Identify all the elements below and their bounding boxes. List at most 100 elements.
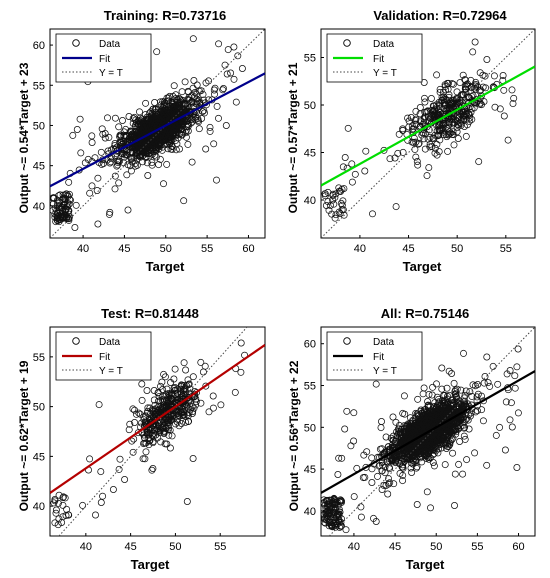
training-legend-marker	[72, 39, 80, 47]
data-point	[451, 470, 459, 478]
data-point	[98, 125, 106, 133]
data-point	[215, 114, 222, 122]
data-point	[392, 439, 400, 447]
data-point	[94, 220, 102, 228]
data-point	[446, 416, 454, 424]
data-point	[375, 462, 383, 470]
data-point	[143, 140, 151, 148]
x-tick-label: 40	[354, 243, 366, 255]
training-panel: Training: R=0.73716 Target Output ~= 0.5…	[17, 8, 266, 274]
data-point	[492, 431, 500, 439]
data-point	[59, 501, 67, 509]
data-point	[144, 404, 152, 412]
test-legend-data: Data	[99, 337, 121, 348]
data-point	[136, 142, 143, 150]
test-identity-line	[58, 327, 248, 536]
data-point	[138, 115, 146, 123]
data-point	[412, 464, 420, 472]
data-point	[230, 43, 238, 51]
data-point	[480, 379, 488, 387]
data-point	[197, 87, 205, 95]
data-point	[161, 373, 169, 381]
data-point	[160, 370, 168, 378]
data-point	[427, 110, 435, 118]
data-point	[431, 106, 439, 114]
data-point	[483, 353, 491, 361]
data-point	[120, 159, 128, 167]
data-point	[489, 362, 497, 370]
data-point	[155, 120, 163, 128]
training-legend-data: Data	[99, 39, 121, 50]
data-point	[336, 210, 344, 217]
data-point	[440, 93, 448, 101]
data-point	[149, 115, 156, 123]
data-point	[433, 151, 441, 159]
data-point	[432, 101, 440, 109]
data-point	[448, 407, 456, 414]
data-point	[121, 476, 129, 483]
x-tick-label: 55	[471, 541, 483, 553]
data-point	[58, 211, 66, 219]
all-plot-area	[321, 327, 535, 536]
data-point	[408, 469, 416, 476]
data-point	[144, 172, 152, 179]
data-point	[450, 426, 458, 434]
data-point	[417, 117, 425, 125]
data-point	[459, 108, 467, 116]
data-point	[421, 98, 429, 106]
data-point	[65, 178, 73, 186]
all-legend-fit: Fit	[373, 352, 384, 363]
data-point	[414, 395, 422, 403]
data-point	[50, 499, 58, 507]
all-legend-data: Data	[373, 337, 395, 348]
data-point	[152, 147, 160, 154]
data-point	[111, 185, 119, 193]
data-point	[154, 110, 162, 118]
data-point	[466, 111, 474, 119]
data-point	[420, 129, 428, 137]
data-point	[449, 80, 457, 88]
data-point	[65, 216, 73, 224]
data-point	[481, 373, 489, 380]
data-point	[141, 439, 149, 447]
x-tick-label: 55	[201, 243, 213, 255]
data-point	[182, 418, 190, 426]
y-tick-label: 60	[33, 40, 45, 52]
data-point	[209, 392, 217, 400]
data-point	[372, 380, 380, 388]
validation-legend-identity: Y = T	[373, 68, 397, 79]
data-point	[400, 392, 408, 400]
data-point	[234, 52, 242, 60]
y-tick-label: 55	[33, 80, 45, 92]
data-point	[160, 127, 168, 135]
data-point	[133, 161, 141, 169]
data-point	[508, 423, 516, 431]
data-point	[324, 512, 332, 519]
data-point	[227, 69, 235, 77]
data-point	[337, 497, 345, 505]
data-point	[149, 105, 157, 113]
data-point	[180, 381, 188, 389]
data-point	[460, 349, 467, 357]
data-point	[157, 403, 165, 411]
data-point	[500, 112, 508, 120]
data-point	[54, 217, 62, 225]
data-point	[61, 211, 69, 219]
data-point	[172, 95, 180, 102]
all-ylabel: Output ~= 0.56*Target + 22	[287, 360, 301, 511]
data-point	[182, 133, 190, 141]
data-point	[159, 398, 167, 406]
data-point	[201, 109, 208, 117]
data-point	[335, 516, 343, 524]
data-point	[416, 104, 424, 111]
test-xlabel: Target	[131, 557, 170, 572]
data-point	[471, 449, 479, 457]
data-point	[180, 408, 188, 416]
data-point	[61, 195, 69, 203]
data-point	[455, 114, 463, 122]
data-point	[440, 392, 448, 399]
data-point	[154, 420, 162, 427]
data-point	[171, 365, 179, 373]
data-point	[401, 457, 409, 465]
data-point	[184, 376, 192, 384]
